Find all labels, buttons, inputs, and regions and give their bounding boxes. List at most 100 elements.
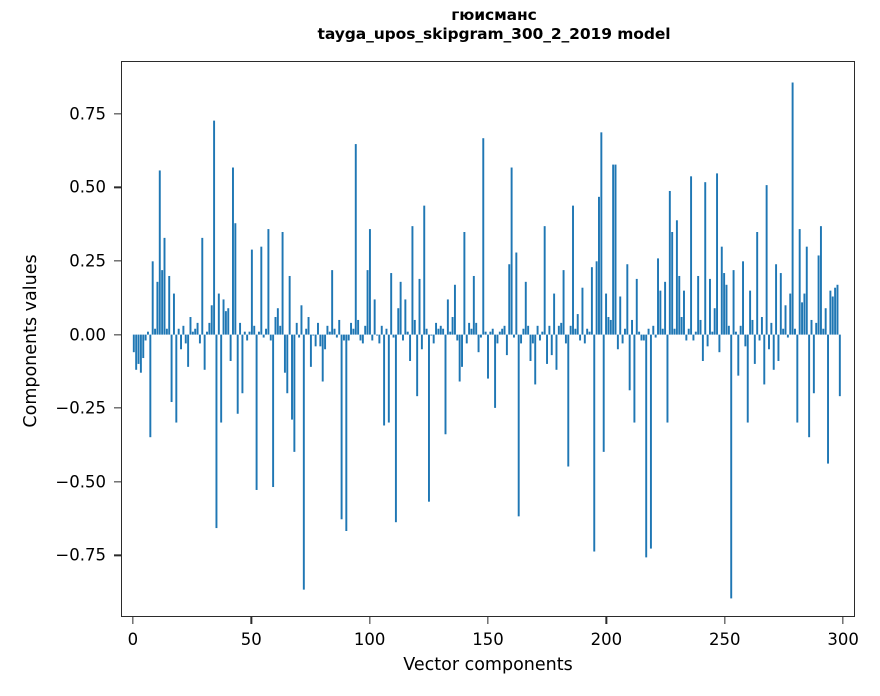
bar	[536, 325, 539, 335]
bar	[829, 290, 832, 335]
bar	[812, 334, 815, 394]
x-axis: 0 50 100 150 200 250 300	[121, 617, 859, 677]
bar	[236, 334, 239, 414]
bar	[779, 273, 782, 335]
bar	[156, 281, 159, 335]
bar	[309, 334, 312, 367]
bar	[524, 281, 527, 335]
bar	[638, 331, 641, 335]
bar	[354, 144, 357, 335]
bar	[435, 322, 438, 335]
y-tick-label: −0.50	[55, 472, 106, 492]
bar	[359, 334, 362, 341]
bar	[364, 325, 367, 335]
bar	[406, 331, 409, 335]
chart-title-line-1: гюисманс	[451, 6, 537, 24]
chart-title-line-2: tayga_upos_skipgram_300_2_2019 model	[317, 25, 671, 43]
bar	[831, 296, 834, 335]
bar	[749, 290, 752, 335]
bar	[253, 325, 256, 335]
bar	[456, 334, 459, 341]
bar	[522, 328, 525, 335]
bar	[321, 334, 324, 382]
bar	[180, 334, 182, 350]
bar	[782, 328, 785, 335]
bar	[791, 82, 794, 335]
x-tick-mark	[842, 617, 844, 624]
bar	[607, 317, 610, 335]
bar	[513, 334, 515, 338]
bar	[746, 334, 749, 423]
bar	[520, 334, 523, 344]
bar	[451, 317, 454, 335]
plot-axes	[121, 61, 855, 617]
bar	[170, 334, 173, 403]
bar	[196, 322, 199, 335]
bar	[217, 293, 220, 335]
bar	[189, 317, 192, 335]
bar	[697, 275, 700, 335]
bar	[789, 293, 792, 335]
y-tick-label: −0.75	[55, 545, 106, 565]
x-tick-mark	[250, 617, 252, 624]
bar	[652, 325, 655, 335]
bar	[690, 176, 693, 335]
bar	[402, 334, 404, 341]
bar	[423, 205, 426, 335]
bar	[668, 190, 671, 335]
bar	[246, 334, 249, 341]
x-tick-mark	[724, 617, 726, 624]
bar	[224, 311, 227, 335]
bar	[805, 246, 808, 335]
bar	[132, 334, 135, 353]
bar	[380, 325, 383, 335]
bar	[453, 284, 456, 335]
bar	[151, 261, 154, 335]
bar	[260, 246, 263, 335]
bar	[262, 334, 265, 338]
bar	[581, 287, 584, 335]
bar	[399, 281, 402, 335]
bar	[305, 328, 308, 335]
bar	[142, 334, 145, 359]
bar	[598, 196, 600, 335]
x-tick-label: 50	[240, 630, 262, 649]
bar	[794, 328, 796, 335]
bar	[501, 328, 504, 335]
bar	[425, 328, 428, 335]
bar	[739, 325, 742, 335]
bar	[642, 334, 645, 341]
bar	[182, 325, 185, 335]
bar	[751, 319, 754, 335]
bar	[503, 325, 506, 335]
bar	[361, 334, 364, 344]
bar	[775, 264, 778, 335]
bar	[314, 334, 317, 347]
bar	[555, 334, 558, 370]
bar	[333, 328, 336, 335]
y-tick-mark	[114, 554, 121, 556]
bar	[269, 334, 272, 341]
bar	[706, 334, 709, 347]
bar	[220, 334, 223, 423]
bar	[687, 328, 690, 335]
bar	[463, 232, 466, 335]
bar	[801, 302, 804, 335]
bar	[491, 328, 494, 335]
bar	[647, 328, 650, 335]
bar	[366, 270, 369, 335]
bar	[163, 237, 166, 335]
bar	[701, 334, 704, 361]
bar	[357, 319, 360, 335]
bar	[298, 334, 301, 338]
bar	[449, 331, 452, 335]
bar	[319, 334, 322, 347]
bar	[517, 334, 520, 517]
bar	[288, 275, 291, 335]
bar	[172, 293, 175, 335]
bar	[411, 226, 414, 335]
bar	[154, 328, 157, 335]
x-axis-label: Vector components	[403, 655, 573, 675]
y-tick-mark	[114, 260, 121, 262]
bar	[827, 334, 829, 464]
